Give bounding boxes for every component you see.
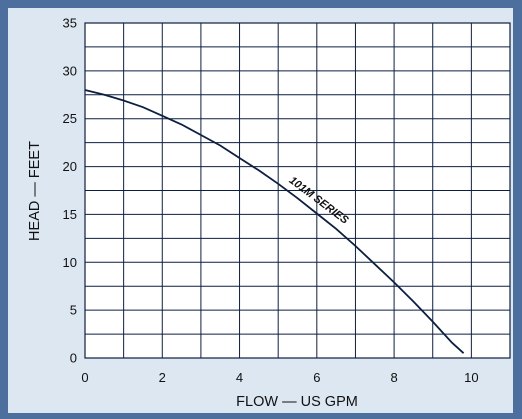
y-tick-label: 35 — [63, 16, 77, 31]
y-tick-label: 15 — [63, 207, 77, 222]
y-tick-label: 5 — [70, 303, 77, 318]
y-tick-label: 25 — [63, 111, 77, 126]
series-layer — [84, 89, 465, 354]
x-tick-label: 10 — [464, 370, 478, 385]
x-tick-label: 2 — [159, 370, 166, 385]
x-tick-label: 8 — [390, 370, 397, 385]
grid — [85, 23, 510, 358]
chart-panel: 0 2 4 6 8 10 0 5 10 15 20 25 30 35 FLOW — US GPM HEA… — [8, 8, 513, 413]
y-tick-label: 0 — [70, 351, 77, 366]
x-tick-label: 4 — [236, 370, 243, 385]
y-tick-label: 30 — [63, 63, 77, 78]
x-tick-label: 6 — [313, 370, 320, 385]
y-axis-label: HEAD — FEET — [27, 141, 43, 241]
x-tick-label: 0 — [81, 370, 88, 385]
series-line-101m — [84, 89, 465, 354]
y-tick-label: 10 — [63, 255, 77, 270]
x-axis-ticks: 0 2 4 6 8 10 — [81, 370, 478, 385]
pump-curve-chart: 0 2 4 6 8 10 0 5 10 15 20 25 30 35 FLOW — US GPM HEA… — [27, 16, 511, 410]
y-axis-ticks: 0 5 10 15 20 25 30 35 — [63, 16, 77, 366]
y-tick-label: 20 — [63, 159, 77, 174]
x-axis-label: FLOW — US GPM — [236, 394, 358, 410]
